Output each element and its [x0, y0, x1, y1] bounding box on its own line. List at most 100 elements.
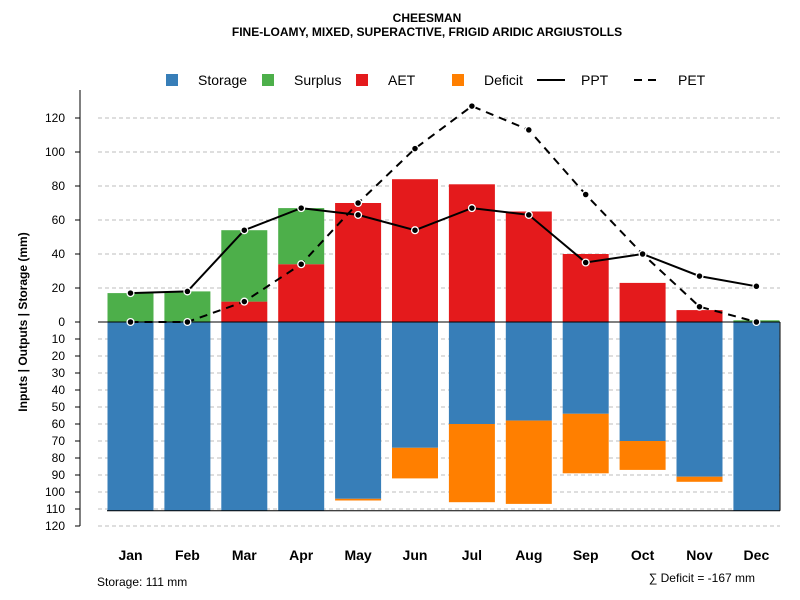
ppt-point: [183, 287, 192, 296]
y-tick-label: 100: [45, 145, 65, 159]
storage-bar: [164, 322, 211, 511]
legend: Storage Surplus AET Deficit PPT PET: [166, 72, 706, 88]
ppt-point: [695, 272, 704, 281]
ppt-point: [410, 226, 420, 235]
grid-lines: [98, 117, 780, 527]
storage-bar: [221, 322, 268, 511]
pet-point: [126, 317, 135, 327]
storage-bar: [733, 322, 780, 511]
legend-swatch-storage: [166, 74, 178, 86]
ppt-point: [297, 204, 306, 213]
month-label-oct: Oct: [631, 547, 655, 563]
deficit-note: ∑ Deficit = -167 mm: [649, 571, 755, 585]
legend-label-ppt: PPT: [581, 72, 609, 88]
y-tick-label: 20: [52, 281, 66, 295]
y-tick-label: 30: [52, 366, 66, 380]
month-label-jan: Jan: [118, 547, 142, 563]
storage-bar: [448, 322, 495, 424]
legend-label-pet: PET: [678, 72, 706, 88]
y-tick-label: 60: [52, 213, 66, 227]
legend-label-storage: Storage: [198, 72, 247, 88]
pet-point: [752, 317, 761, 327]
month-label-apr: Apr: [289, 547, 314, 563]
storage-bar: [505, 322, 552, 421]
y-axis: 0 20 40 60 80 100 120 10 20 30 40 50 60 70 80 90 100 110 1…: [45, 90, 81, 533]
y-tick-label: 0: [58, 315, 65, 329]
y-tick-label: 80: [52, 179, 66, 193]
bars: [98, 179, 781, 512]
storage-note: Storage: 111 mm: [97, 575, 187, 589]
y-tick-label: 80: [52, 451, 66, 465]
surplus-bar: [278, 208, 325, 265]
pet-point: [297, 260, 306, 269]
surplus-bar: [164, 291, 211, 322]
storage-bar: [335, 322, 382, 499]
legend-label-deficit: Deficit: [484, 72, 523, 88]
storage-bar: [392, 322, 438, 448]
legend-swatch-aet: [356, 74, 368, 86]
legend-label-surplus: Surplus: [294, 72, 341, 88]
month-label-jul: Jul: [462, 547, 482, 563]
y-tick-label: 120: [45, 111, 65, 125]
ppt-point: [752, 282, 761, 291]
y-tick-label: 40: [52, 247, 66, 261]
y-tick-label: 100: [45, 485, 65, 499]
month-label-mar: Mar: [232, 547, 257, 563]
chart-subtitle: FINE-LOAMY, MIXED, SUPERACTIVE, FRIGID A…: [232, 25, 622, 39]
deficit-bar: [619, 441, 666, 470]
aet-bar: [278, 264, 325, 322]
y-tick-label: 10: [52, 332, 66, 346]
month-label-sep: Sep: [573, 547, 599, 563]
y-axis-title: Inputs | Outputs | Storage (mm): [16, 232, 30, 411]
surplus-bar: [107, 293, 154, 322]
deficit-bar: [392, 447, 438, 479]
y-tick-label: 120: [45, 519, 65, 533]
series-lines: [126, 102, 761, 327]
y-tick-label: 20: [52, 349, 66, 363]
storage-bar: [107, 322, 154, 511]
storage-bar: [619, 322, 666, 441]
y-tick-label: 50: [52, 400, 66, 414]
chart-title: CHEESMAN: [393, 11, 462, 25]
month-label-nov: Nov: [686, 547, 713, 563]
storage-bar: [562, 322, 609, 414]
ppt-point: [581, 258, 590, 267]
deficit-bar: [676, 476, 723, 482]
y-tick-label: 40: [52, 383, 66, 397]
pet-point: [183, 317, 192, 327]
pet-point: [410, 144, 420, 153]
pet-point: [524, 125, 533, 134]
surplus-bar: [221, 230, 268, 302]
pet-point: [240, 297, 249, 306]
pet-point: [581, 190, 590, 199]
ppt-point: [467, 204, 476, 213]
month-label-feb: Feb: [175, 547, 200, 563]
y-tick-label: 70: [52, 434, 66, 448]
deficit-bar: [562, 413, 609, 474]
legend-swatch-deficit: [452, 74, 464, 86]
deficit-bar: [335, 498, 382, 501]
deficit-bar: [448, 424, 495, 503]
month-label-jun: Jun: [403, 547, 428, 563]
month-label-aug: Aug: [515, 547, 542, 563]
pet-point: [695, 302, 704, 311]
y-tick-label: 60: [52, 417, 66, 431]
ppt-line: [130, 207, 757, 295]
aet-bar: [676, 310, 723, 322]
storage-bar: [278, 322, 325, 511]
ppt-point: [524, 210, 533, 219]
legend-swatch-surplus: [262, 74, 274, 86]
x-axis-labels: Jan Feb Mar Apr May Jun Jul Aug Sep Oct Nov Dec: [118, 547, 769, 563]
aet-bar: [392, 179, 438, 322]
deficit-bar: [505, 420, 552, 504]
aet-bar: [335, 203, 382, 322]
ppt-point: [354, 210, 363, 219]
ppt-point: [240, 226, 249, 235]
month-label-dec: Dec: [744, 547, 770, 563]
storage-bar: [676, 322, 723, 477]
pet-point: [467, 102, 476, 111]
aet-bar: [505, 211, 552, 322]
aet-bar: [619, 282, 666, 322]
y-tick-label: 90: [52, 468, 66, 482]
